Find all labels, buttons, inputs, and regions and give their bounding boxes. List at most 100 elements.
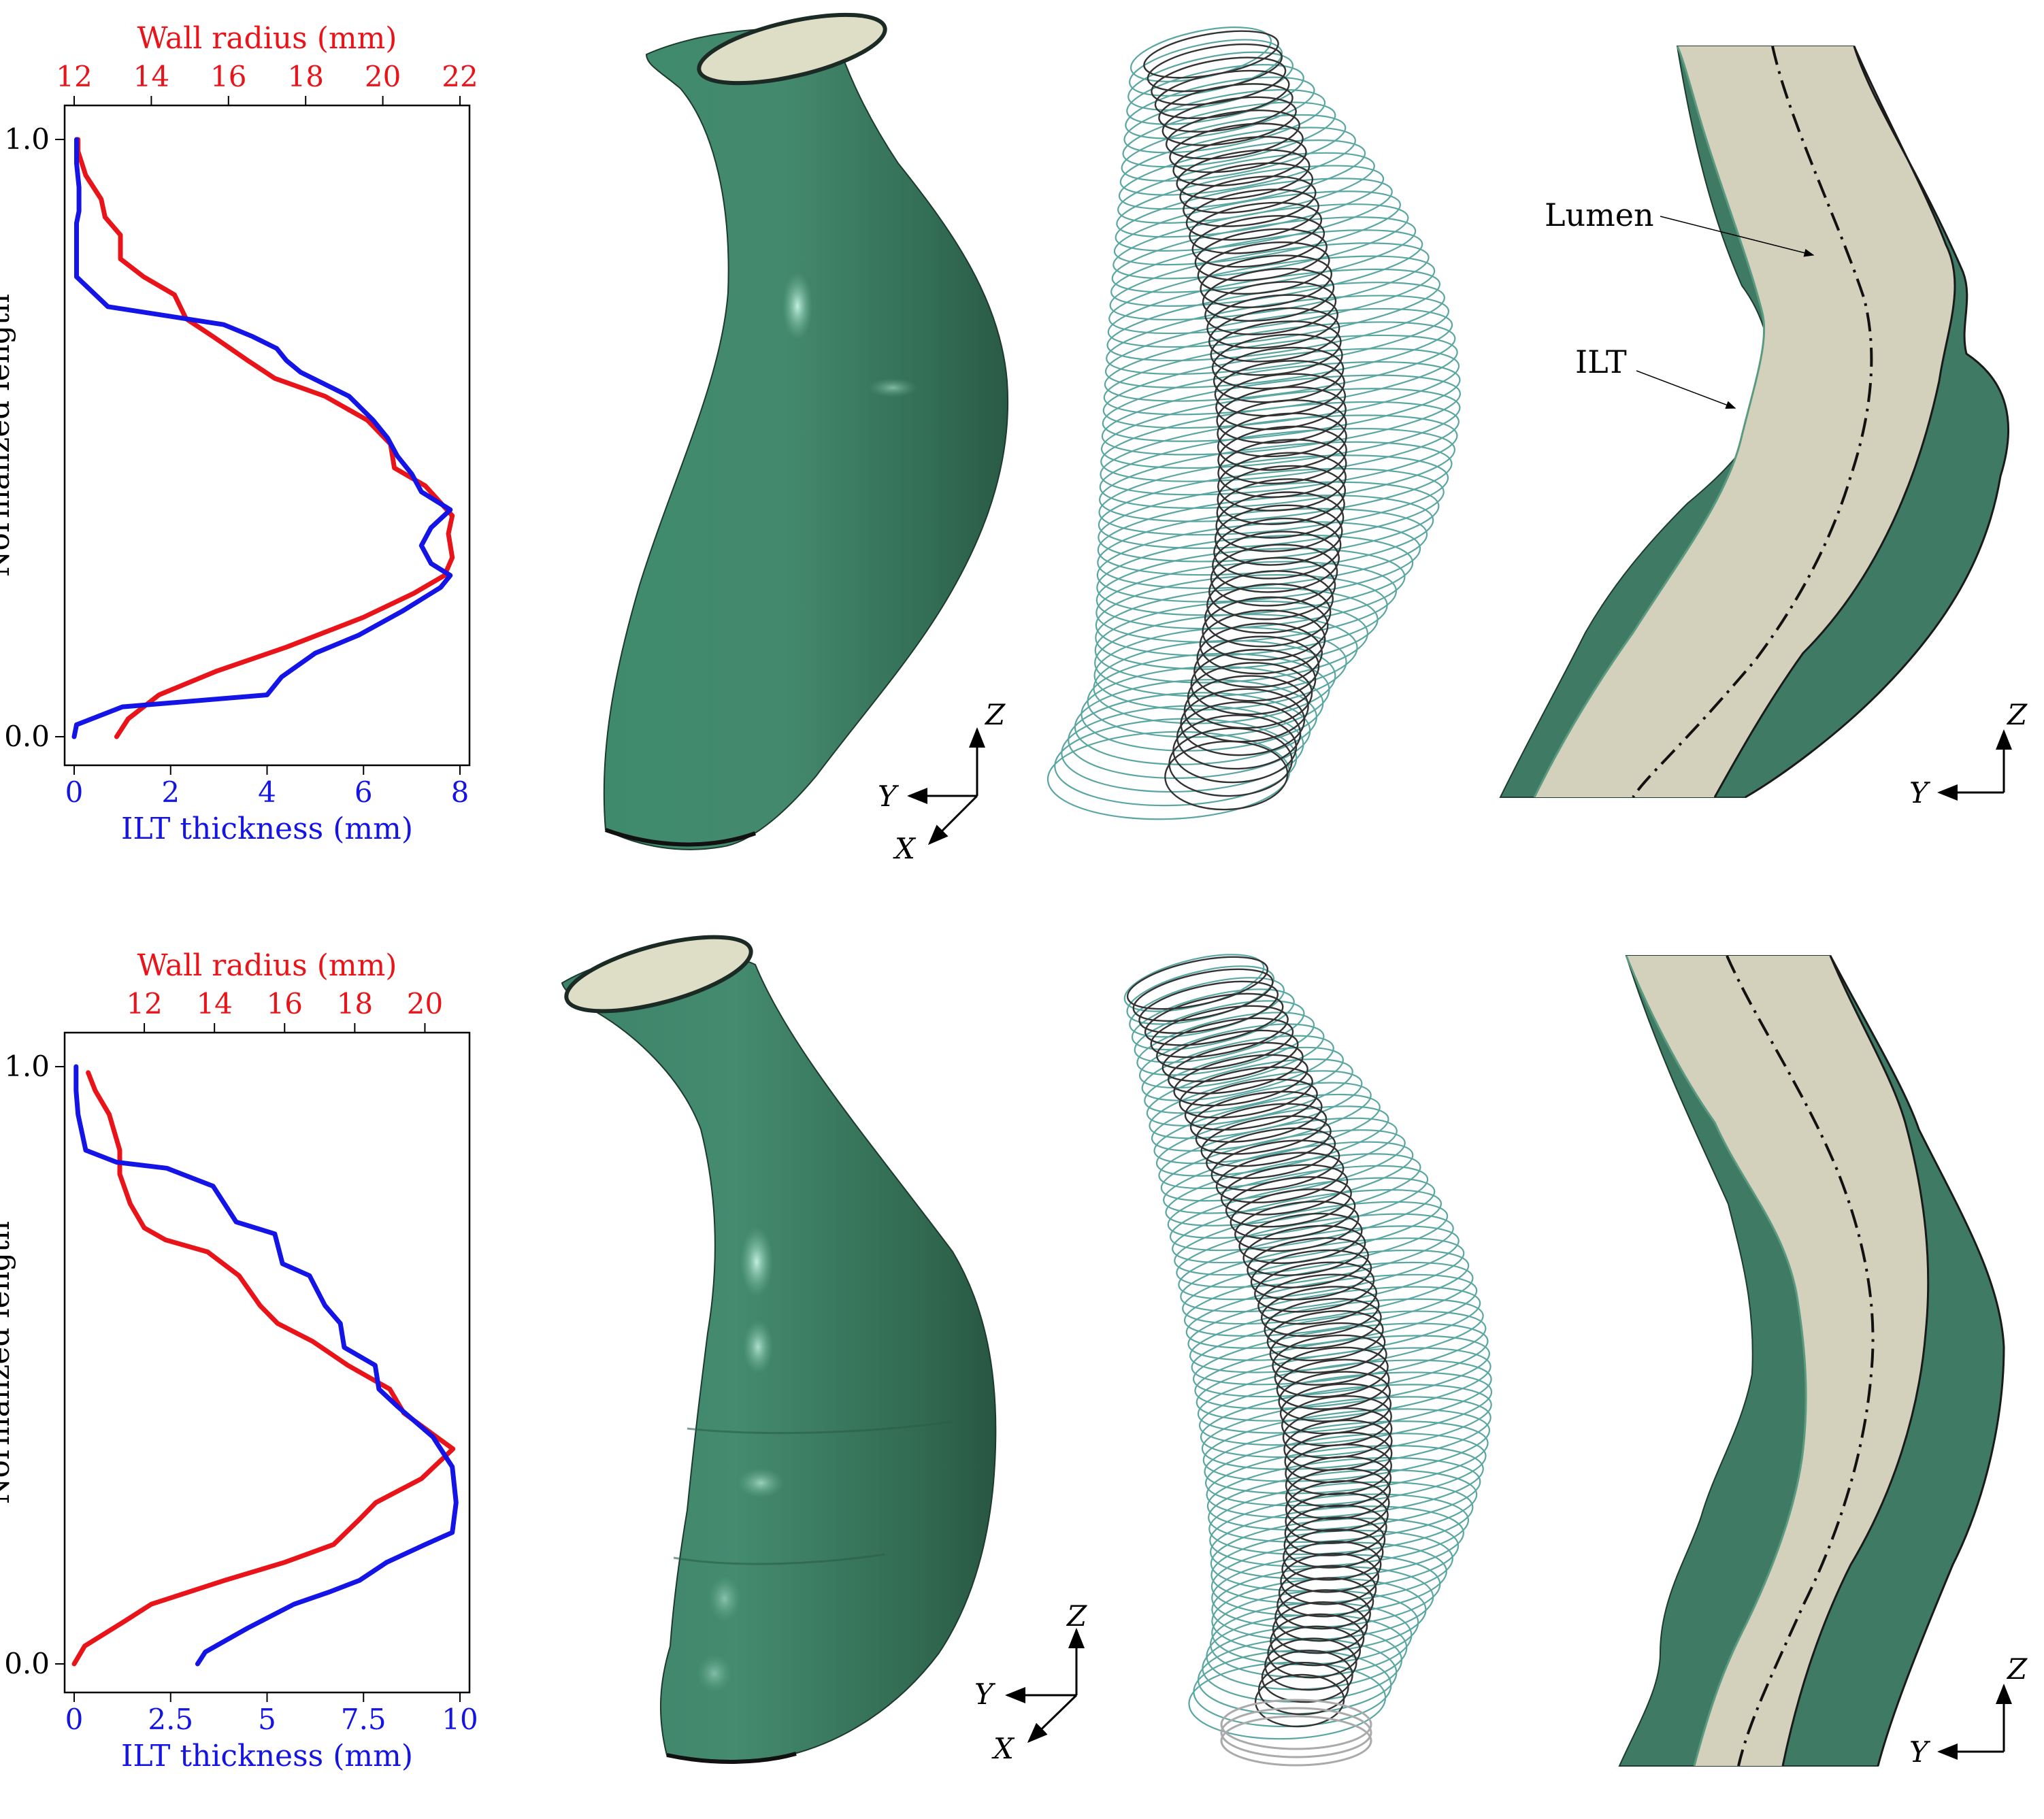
outer-ring [1208,1469,1478,1543]
outer-ring [1208,1481,1474,1555]
outer-ring [1205,1433,1487,1507]
axes-triad-top-middle: Z Y X [878,698,1006,865]
top-tick-label: 18 [287,60,323,93]
outer-ring [1099,428,1456,510]
bottom-tick-label: 10 [442,1703,478,1736]
inner-ring [1204,583,1332,648]
inner-ring [1217,439,1347,498]
inner-ring [1200,254,1333,309]
inner-ring [1138,980,1279,1034]
inner-ring [1285,1468,1391,1520]
outer-ring [1068,692,1311,779]
inner-ring [1270,1613,1365,1667]
outer-ring [1095,587,1379,670]
outer-ring [1095,548,1406,630]
inner-ring [1202,267,1335,322]
inner-ring [1217,425,1347,485]
outer-ring [1201,1396,1491,1470]
outer-ring [1197,1359,1492,1434]
inner-ring [1213,517,1342,580]
axes-triad-bottom-right: Z Y [1909,1652,2028,1769]
top-axis-label: Wall radius (mm) [137,21,397,56]
y-tick-label: 0.0 [4,1647,50,1680]
top-tick-label: 18 [337,987,373,1020]
inner-ring [1210,1139,1340,1191]
inner-ring [1284,1504,1387,1556]
outer-ring [1127,51,1294,111]
outer-ring [1100,414,1458,496]
triad-x-label: X [893,832,917,865]
outer-ring [1209,1493,1470,1567]
cross-section-bottom [1618,955,2005,1767]
plot-top-row: 12 14 16 18 20 22 Wall radius (mm) 0 2 4 6 8 ILT thi… [0,21,478,846]
outer-ring [1119,127,1356,196]
inner-ring [1283,1529,1384,1581]
inner-ring [1151,56,1287,106]
outer-ring [1100,401,1460,482]
inner-ring [1276,1577,1374,1630]
vessel-surface-top [603,12,1008,850]
bottom-tick-label: 6 [355,775,373,809]
outer-ring [1206,1456,1481,1531]
outer-ring [1100,388,1461,469]
outer-ring [1061,705,1304,793]
outer-ring [1202,1408,1491,1482]
outer-ring [1151,1082,1372,1152]
ilt-label: ILT [1575,344,1627,380]
inner-ring [1266,1310,1384,1362]
outer-ring [1191,1310,1487,1386]
inner-ring [1185,188,1319,241]
y-tick-label: 0.0 [4,720,50,753]
top-tick-label: 22 [442,60,478,93]
outer-ring [1188,1661,1387,1740]
outer-ring [1141,1035,1334,1101]
inner-ring [1158,83,1293,133]
outer-ring [1129,977,1285,1038]
inner-ring [1178,1066,1313,1119]
inner-ring [1191,215,1325,268]
triad-right-y-label: Y [1909,776,1931,810]
outer-ring [1153,1093,1381,1165]
outer-ring [1169,1177,1436,1252]
triad-right-z-label: Z [2006,698,2028,731]
axes-triad-top-right: Z Y [1909,698,2028,810]
outer-ring [1109,242,1430,321]
inner-ring [1283,1516,1386,1569]
outer-ring [1204,1420,1489,1495]
outer-ring [1198,1371,1493,1446]
inner-ring [1189,201,1323,254]
bottom-tick-label: 2 [161,775,180,809]
triad-b-z-label: Z [1066,1599,1087,1633]
ilt-thickness-line [71,137,453,739]
inner-ring [1285,1443,1392,1496]
triad-y-label: Y [878,780,900,813]
inner-ring [1225,1176,1352,1228]
inner-ring [1214,504,1343,566]
triad-br-z-label: Z [2006,1652,2028,1686]
outer-ring [1104,307,1453,388]
outer-ring [1115,178,1393,252]
inner-ring [1254,1673,1345,1728]
inner-ring [1150,1005,1289,1058]
outer-ring [1194,1335,1490,1409]
wall-radius-line [76,137,455,739]
inner-ring [1264,1637,1357,1691]
inner-ring [1216,386,1347,444]
inner-ring [1274,1589,1371,1642]
outer-ring [1206,1445,1484,1519]
triad-z-label: Z [984,698,1006,731]
inner-ring [1199,609,1326,675]
outer-ring [1102,361,1461,442]
outer-ring [1129,39,1283,97]
outer-ring [1096,521,1421,603]
plot-bottom-row: 12 14 16 18 20 Wall radius (mm) 0 2.5 5 7.5 10 ILT … [0,948,478,1773]
inner-ring [1197,241,1330,295]
outer-ring [1106,295,1450,375]
bottom-tick-label: 2.5 [148,1703,193,1736]
inner-ring [1206,1127,1336,1180]
outer-ring [1098,454,1449,536]
inner-ring [1247,1237,1369,1288]
inner-ring [1278,1565,1377,1618]
outer-ring [1163,1141,1414,1214]
